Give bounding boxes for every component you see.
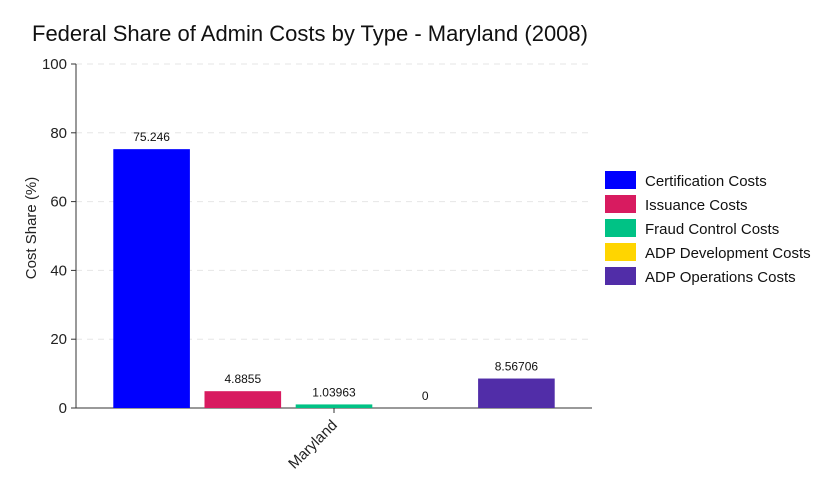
data-label: 75.246 <box>133 130 170 144</box>
legend-label: ADP Operations Costs <box>645 269 796 286</box>
legend-label: Fraud Control Costs <box>645 221 779 238</box>
data-label: 0 <box>422 389 429 403</box>
bar-fraud-control-costs <box>295 404 373 408</box>
data-label: 8.56706 <box>495 360 539 374</box>
legend-label: ADP Development Costs <box>645 245 811 262</box>
bar-adp-operations-costs <box>478 378 555 408</box>
y-axis-ticks: 0 20 40 60 80 100 <box>42 56 76 417</box>
legend-swatch <box>605 195 636 213</box>
y-tick-label: 0 <box>59 400 67 417</box>
y-axis-label: Cost Share (%) <box>23 177 40 280</box>
legend-swatch <box>605 171 636 189</box>
bar-issuance-costs <box>204 391 282 408</box>
y-tick-label: 40 <box>50 262 67 279</box>
legend-swatch <box>605 219 636 237</box>
data-label: 1.03963 <box>312 385 356 399</box>
data-labels: 75.246 4.8855 1.03963 0 8.56706 <box>133 130 538 403</box>
gridlines <box>76 63 592 340</box>
legend: Certification Costs Issuance Costs Fraud C… <box>605 171 811 286</box>
legend-label: Issuance Costs <box>645 197 748 214</box>
y-tick-label: 20 <box>50 331 67 348</box>
y-tick-label: 60 <box>50 194 67 211</box>
y-tick-label: 80 <box>50 125 67 142</box>
data-label: 4.8855 <box>224 372 261 386</box>
x-axis-ticks: Maryland <box>285 408 341 472</box>
legend-swatch <box>605 243 636 261</box>
legend-label: Certification Costs <box>645 173 767 190</box>
legend-swatch <box>605 267 636 285</box>
y-tick-label: 100 <box>42 56 67 73</box>
x-tick-label: Maryland <box>285 417 341 473</box>
bars <box>113 149 555 409</box>
chart-title: Federal Share of Admin Costs by Type - M… <box>32 21 588 46</box>
bar-certification-costs <box>113 149 190 409</box>
